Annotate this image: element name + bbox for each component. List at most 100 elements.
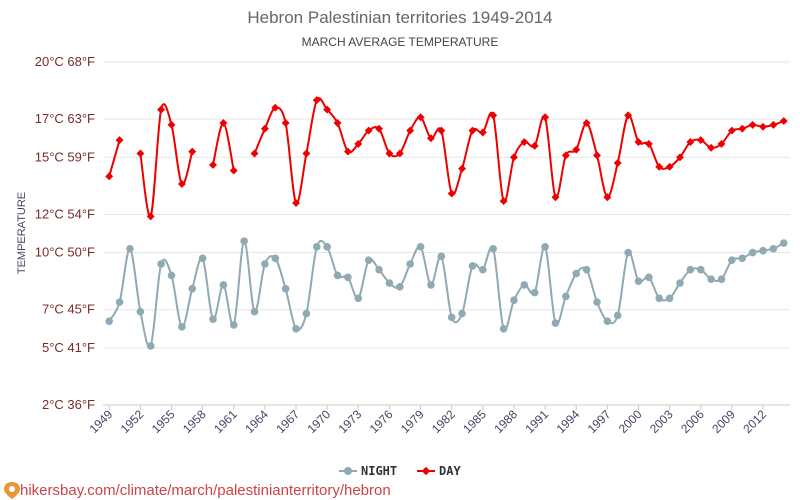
day-point[interactable] — [738, 124, 747, 133]
night-point[interactable] — [551, 319, 560, 327]
night-point[interactable] — [634, 277, 643, 285]
night-point[interactable] — [458, 309, 466, 318]
night-point[interactable] — [115, 298, 124, 306]
day-point[interactable] — [375, 124, 383, 133]
day-point[interactable] — [416, 113, 425, 122]
night-point[interactable] — [510, 296, 518, 304]
night-point[interactable] — [364, 256, 373, 264]
day-point[interactable] — [260, 124, 269, 133]
night-point[interactable] — [375, 265, 383, 274]
day-point[interactable] — [613, 159, 622, 167]
night-point[interactable] — [593, 298, 601, 306]
day-point[interactable] — [759, 122, 767, 131]
night-point[interactable] — [779, 239, 788, 247]
night-point[interactable] — [468, 262, 477, 270]
day-point[interactable] — [250, 149, 259, 158]
night-point[interactable] — [157, 260, 165, 268]
day-point[interactable] — [520, 138, 529, 147]
day-point[interactable] — [696, 136, 705, 145]
night-point[interactable] — [613, 311, 622, 320]
day-point[interactable] — [209, 160, 217, 169]
night-point[interactable] — [645, 273, 653, 282]
night-point[interactable] — [530, 288, 539, 297]
legend[interactable]: NIGHT DAY — [339, 464, 461, 478]
night-point[interactable] — [136, 307, 145, 316]
night-point[interactable] — [250, 307, 259, 316]
night-point[interactable] — [198, 254, 207, 263]
night-point[interactable] — [219, 281, 228, 289]
source-link[interactable]: hikersbay.com/climate/march/palestiniant… — [4, 482, 391, 499]
night-point[interactable] — [344, 273, 352, 282]
night-point[interactable] — [385, 279, 394, 287]
day-point[interactable] — [406, 126, 415, 135]
night-point[interactable] — [188, 284, 197, 293]
day-point[interactable] — [593, 151, 601, 160]
day-point[interactable] — [136, 149, 145, 158]
day-point[interactable] — [333, 119, 342, 127]
day-point[interactable] — [468, 126, 477, 135]
day-point[interactable] — [676, 153, 684, 162]
night-point[interactable] — [292, 324, 300, 333]
night-point[interactable] — [437, 252, 446, 261]
night-point[interactable] — [562, 292, 570, 301]
night-point[interactable] — [479, 265, 487, 274]
day-point[interactable] — [510, 153, 518, 162]
night-point[interactable] — [447, 313, 456, 322]
day-point[interactable] — [302, 149, 311, 158]
night-point[interactable] — [728, 256, 736, 264]
day-point[interactable] — [292, 199, 300, 207]
night-point[interactable] — [126, 244, 134, 253]
day-point[interactable] — [354, 139, 363, 148]
night-point[interactable] — [748, 248, 757, 257]
night-point[interactable] — [312, 243, 321, 251]
night-point[interactable] — [676, 279, 684, 287]
night-point[interactable] — [520, 281, 529, 289]
night-point[interactable] — [354, 294, 363, 303]
night-point[interactable] — [717, 275, 726, 284]
night-point[interactable] — [686, 265, 695, 274]
night-point[interactable] — [209, 315, 217, 324]
night-point[interactable] — [624, 248, 632, 257]
night-point[interactable] — [696, 265, 705, 274]
night-point[interactable] — [105, 317, 114, 325]
day-point[interactable] — [478, 128, 487, 137]
day-point[interactable] — [395, 149, 404, 158]
day-point[interactable] — [717, 139, 726, 148]
day-point[interactable] — [188, 147, 197, 156]
day-point[interactable] — [437, 126, 446, 135]
day-point[interactable] — [551, 193, 560, 202]
night-point[interactable] — [261, 260, 269, 268]
day-point[interactable] — [167, 120, 176, 129]
night-point[interactable] — [416, 243, 425, 251]
night-point[interactable] — [603, 317, 612, 325]
night-point[interactable] — [707, 275, 715, 284]
night-point[interactable] — [406, 260, 414, 268]
day-point[interactable] — [644, 139, 653, 148]
day-point[interactable] — [748, 120, 757, 129]
day-point[interactable] — [115, 136, 124, 145]
day-point[interactable] — [105, 172, 114, 181]
night-point[interactable] — [396, 283, 404, 291]
night-point[interactable] — [167, 271, 176, 280]
day-point[interactable] — [458, 164, 467, 173]
night-point[interactable] — [333, 271, 342, 280]
night-point[interactable] — [738, 254, 747, 263]
night-point[interactable] — [769, 244, 778, 253]
day-point[interactable] — [146, 212, 155, 221]
day-point[interactable] — [530, 141, 539, 150]
day-point[interactable] — [157, 105, 166, 114]
day-point[interactable] — [686, 138, 695, 146]
night-point[interactable] — [229, 321, 238, 329]
night-point[interactable] — [302, 309, 311, 318]
night-point[interactable] — [572, 269, 581, 278]
night-point[interactable] — [427, 281, 435, 289]
day-point[interactable] — [343, 147, 352, 156]
day-point[interactable] — [779, 117, 788, 126]
night-point[interactable] — [281, 284, 290, 293]
day-point[interactable] — [219, 119, 228, 127]
night-point[interactable] — [146, 342, 155, 350]
night-point[interactable] — [759, 246, 767, 255]
legend-item-night[interactable]: NIGHT — [339, 464, 397, 478]
legend-item-day[interactable]: DAY — [417, 464, 461, 478]
day-point[interactable] — [281, 119, 290, 127]
